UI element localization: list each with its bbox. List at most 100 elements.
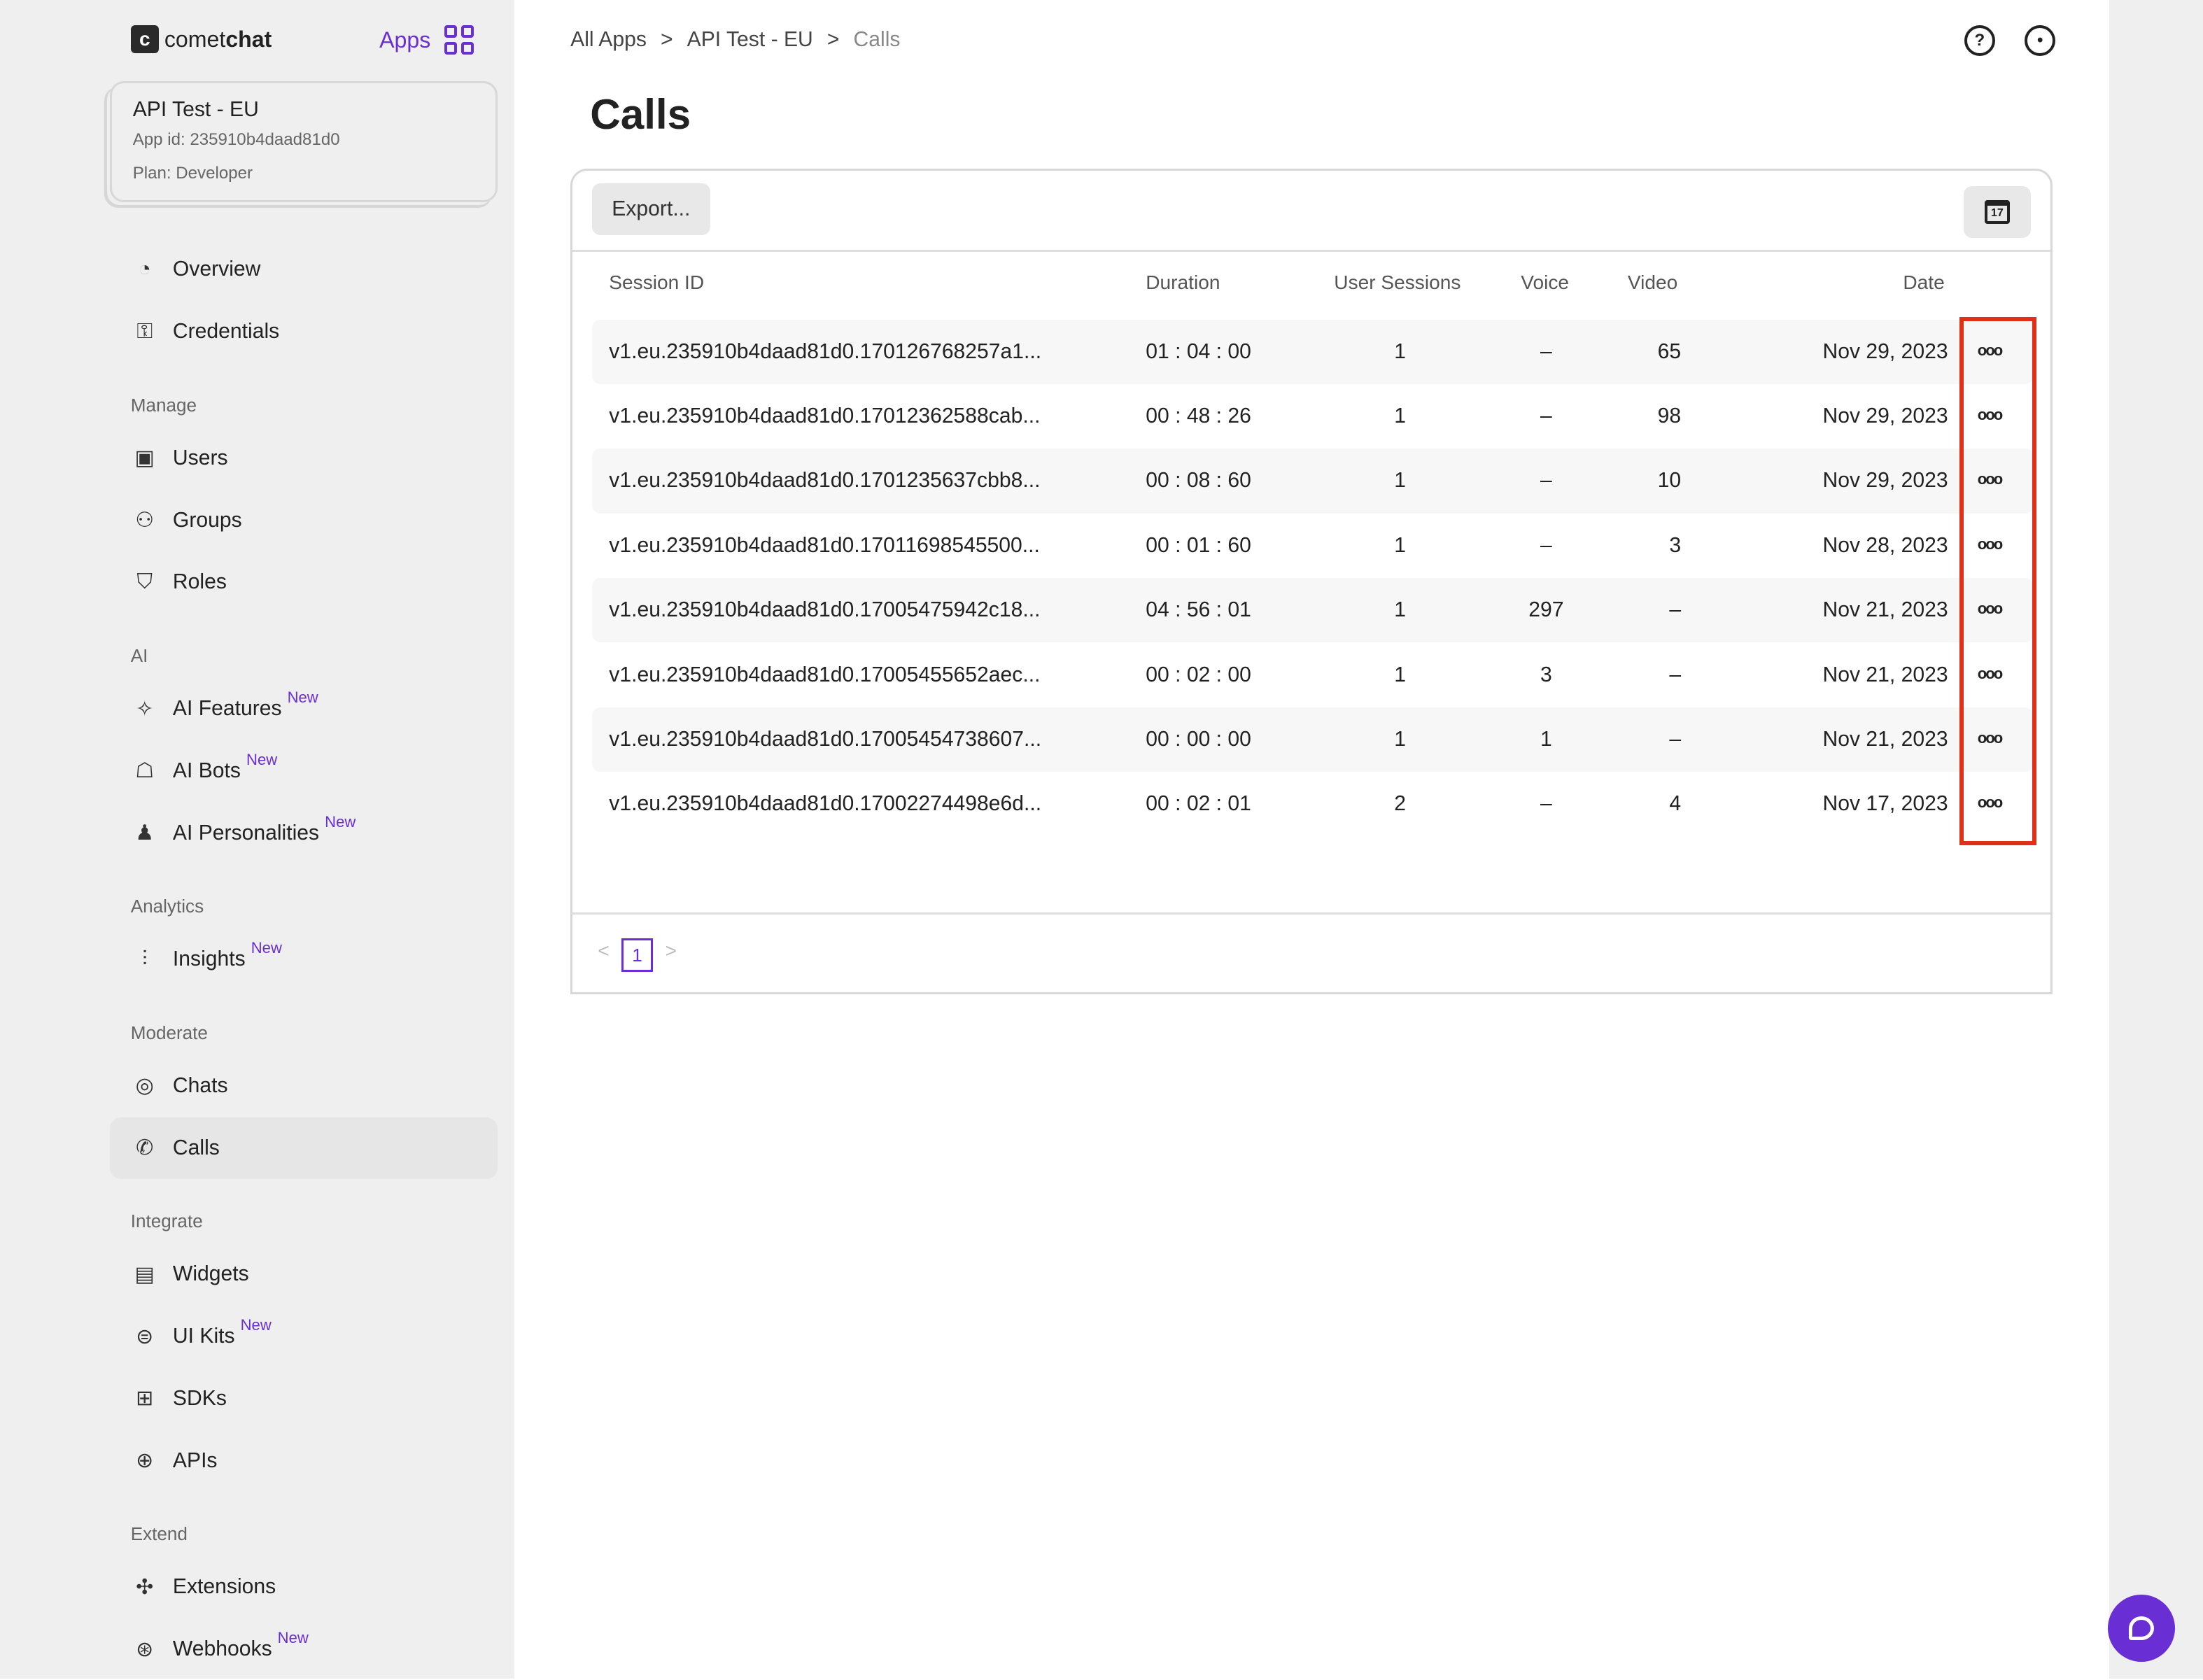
globe-icon: ⊕	[136, 1449, 154, 1473]
more-options-icon[interactable]: ooo	[1977, 728, 2003, 747]
more-options-icon[interactable]: ooo	[1977, 470, 2003, 488]
section-title: Extend	[130, 1523, 188, 1544]
more-options-icon[interactable]: ooo	[1977, 793, 2003, 812]
date-filter-button[interactable]: 17	[1963, 186, 2032, 239]
table-row[interactable]: v1.eu.235910b4daad81d0.17005455652aec...…	[592, 643, 2034, 707]
sidebar-item-label: Groups	[172, 508, 242, 532]
logo-text: comet	[164, 26, 226, 52]
more-options-icon[interactable]: ooo	[1977, 341, 2003, 359]
sidebar-item-label: AI Features	[172, 697, 282, 721]
cell-voice: –	[1540, 339, 1552, 363]
cell-date: Nov 17, 2023	[1822, 792, 1948, 816]
cell-user-sessions: 1	[1394, 727, 1406, 751]
more-options-icon[interactable]: ooo	[1977, 406, 2003, 424]
toggle-icon: ⊜	[136, 1325, 154, 1348]
breadcrumb-separator: >	[660, 28, 673, 52]
cell-date: Nov 21, 2023	[1822, 598, 1948, 622]
cell-duration: 00 : 02 : 00	[1146, 663, 1251, 686]
table-row[interactable]: v1.eu.235910b4daad81d0.170126768257a1...…	[592, 319, 2034, 385]
persona-icon: ♟	[135, 821, 155, 845]
sidebar-item-credentials[interactable]: ⚿ Credentials	[110, 301, 498, 362]
app-card[interactable]: API Test - EU App id: 235910b4daad81d0 P…	[109, 81, 498, 203]
cell-user-sessions: 1	[1394, 533, 1406, 557]
sidebar-item-chats[interactable]: ◎ Chats	[110, 1055, 498, 1117]
support-chat-button[interactable]	[2107, 1594, 2175, 1663]
sidebar-item-label: AI Personalities	[172, 821, 320, 845]
sidebar-item-roles[interactable]: ⛉ Roles	[110, 551, 498, 613]
header-video[interactable]: Video	[1627, 271, 1678, 294]
cometchat-logo[interactable]: c cometchat	[130, 25, 272, 54]
header-voice[interactable]: Voice	[1521, 271, 1570, 294]
sidebar-item-label: Webhooks	[172, 1637, 272, 1661]
header-user-sessions[interactable]: User Sessions	[1334, 271, 1461, 294]
puzzle-icon: ✣	[136, 1575, 154, 1599]
cell-user-sessions: 1	[1394, 404, 1406, 428]
cell-video: 98	[1657, 404, 1682, 428]
header-session-id[interactable]: Session ID	[609, 271, 705, 294]
sidebar-item-apis[interactable]: ⊕ APIs	[110, 1430, 498, 1491]
widget-icon: ▤	[134, 1262, 155, 1286]
sidebar-item-ai-bots[interactable]: ☖ AI Bots New	[110, 740, 498, 802]
chat-search-icon: ◎	[135, 1074, 154, 1098]
section-title: Manage	[130, 394, 197, 416]
table-row[interactable]: v1.eu.235910b4daad81d0.17011698545500...…	[592, 514, 2034, 578]
cell-duration: 01 : 04 : 00	[1146, 339, 1251, 363]
cell-duration: 00 : 01 : 60	[1146, 533, 1251, 557]
table-row[interactable]: v1.eu.235910b4daad81d0.17002274498e6d...…	[592, 772, 2034, 836]
table-row[interactable]: v1.eu.235910b4daad81d0.17005454738607...…	[592, 707, 2034, 772]
app-id: App id: 235910b4daad81d0	[132, 129, 340, 149]
sidebar-item-widgets[interactable]: ▤ Widgets	[110, 1243, 498, 1305]
cell-duration: 00 : 02 : 01	[1146, 792, 1251, 816]
export-button[interactable]: Export...	[592, 183, 710, 236]
cell-session-id: v1.eu.235910b4daad81d0.17011698545500...	[609, 533, 1040, 557]
sidebar-item-ui-kits[interactable]: ⊜ UI Kits New	[110, 1306, 498, 1367]
sidebar-item-overview[interactable]: ◔ Overview	[110, 239, 498, 300]
header-duration[interactable]: Duration	[1146, 271, 1220, 294]
table-row[interactable]: v1.eu.235910b4daad81d0.17012362588cab...…	[592, 384, 2034, 449]
sidebar-item-label: Credentials	[172, 320, 280, 344]
sidebar-item-insights[interactable]: ⫶ Insights New	[110, 929, 498, 990]
cell-video: 65	[1657, 339, 1682, 363]
table-row[interactable]: v1.eu.235910b4daad81d0.1701235637cbb8...…	[592, 449, 2034, 514]
sidebar-item-groups[interactable]: ⚇ Groups	[110, 489, 498, 551]
more-options-icon[interactable]: ooo	[1977, 664, 2003, 682]
shield-user-icon: ⛉	[136, 570, 153, 593]
cell-user-sessions: 2	[1394, 792, 1406, 816]
sidebar-item-sdks[interactable]: ⊞ SDKs	[110, 1368, 498, 1430]
next-page-button[interactable]: >	[665, 940, 677, 962]
cell-session-id: v1.eu.235910b4daad81d0.17012362588cab...	[609, 404, 1041, 428]
sidebar-item-label: APIs	[172, 1448, 218, 1472]
help-icon[interactable]: ?	[1964, 25, 1995, 57]
sidebar-item-ai-personalities[interactable]: ♟ AI Personalities New	[110, 802, 498, 863]
more-options-icon[interactable]: ooo	[1977, 600, 2003, 618]
prev-page-button[interactable]: <	[598, 940, 610, 962]
sidebar-item-webhooks[interactable]: ⊛ Webhooks New	[110, 1618, 498, 1680]
breadcrumb: All Apps > API Test - EU > Calls	[570, 28, 900, 52]
chart-icon: ⫶	[142, 947, 148, 970]
new-badge: New	[246, 750, 278, 768]
header-date[interactable]: Date	[1903, 271, 1945, 294]
page-1-button[interactable]: 1	[621, 938, 653, 973]
cell-date: Nov 29, 2023	[1822, 469, 1948, 493]
cell-voice: –	[1540, 792, 1552, 816]
apps-button[interactable]: Apps	[379, 25, 474, 55]
breadcrumb-all-apps[interactable]: All Apps	[570, 28, 647, 52]
account-icon[interactable]: •	[2025, 25, 2056, 57]
highlight-box	[1959, 316, 2037, 845]
more-options-icon[interactable]: ooo	[1977, 535, 2003, 553]
sidebar-item-extensions[interactable]: ✣ Extensions	[110, 1556, 498, 1618]
sidebar-item-label: Chats	[172, 1073, 228, 1097]
table-row[interactable]: v1.eu.235910b4daad81d0.17005475942c18...…	[592, 578, 2034, 643]
section-title: Analytics	[130, 895, 204, 917]
app-name: API Test - EU	[132, 97, 259, 121]
sidebar-item-label: Calls	[172, 1136, 220, 1159]
sidebar-item-label: Roles	[172, 570, 227, 594]
user-badge-icon: ▣	[134, 446, 155, 470]
sparkle-icon: ✧	[136, 697, 154, 721]
sidebar-item-users[interactable]: ▣ Users	[110, 428, 498, 489]
sidebar-item-calls[interactable]: ✆ Calls	[109, 1117, 498, 1179]
new-badge: New	[325, 812, 356, 831]
cell-date: Nov 21, 2023	[1822, 663, 1948, 686]
breadcrumb-app[interactable]: API Test - EU	[687, 28, 813, 52]
sidebar-item-ai-features[interactable]: ✧ AI Features New	[110, 678, 498, 740]
